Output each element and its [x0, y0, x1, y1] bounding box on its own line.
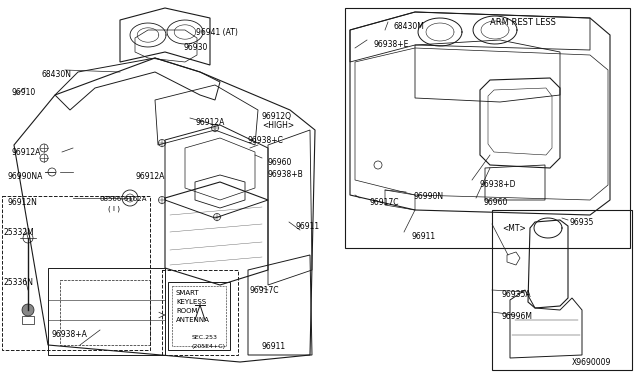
Text: 96938+C: 96938+C	[248, 136, 284, 145]
Text: 96912Q: 96912Q	[262, 112, 292, 121]
Text: 96935: 96935	[570, 218, 595, 227]
Bar	[345, 8, 630, 248]
Text: 68430M: 68430M	[394, 22, 425, 31]
Text: 96960: 96960	[268, 158, 292, 167]
Bar	[2, 196, 150, 350]
Text: ARM REST LESS: ARM REST LESS	[490, 18, 556, 27]
Text: 96911: 96911	[296, 222, 320, 231]
Text: ANTENNA: ANTENNA	[176, 317, 210, 323]
Text: 96912A: 96912A	[135, 172, 164, 181]
Text: 96910: 96910	[12, 88, 36, 97]
Text: 96912A: 96912A	[196, 118, 225, 127]
Text: 96930: 96930	[184, 43, 209, 52]
Bar	[162, 270, 238, 355]
Text: 96917C: 96917C	[250, 286, 280, 295]
Bar	[492, 210, 632, 370]
Text: 96935A: 96935A	[502, 290, 532, 299]
Text: 96917C: 96917C	[370, 198, 399, 207]
Text: KEYLESS: KEYLESS	[176, 299, 206, 305]
Text: 96990NA: 96990NA	[8, 172, 44, 181]
Text: 96938+B: 96938+B	[268, 170, 304, 179]
Text: ( I ): ( I )	[108, 205, 120, 212]
Text: 96912N: 96912N	[8, 198, 38, 207]
Text: ROOM: ROOM	[176, 308, 198, 314]
Text: 96938+A: 96938+A	[52, 330, 88, 339]
Text: 25336N: 25336N	[4, 278, 34, 287]
Text: 96938+E: 96938+E	[374, 40, 410, 49]
Text: 96911: 96911	[412, 232, 436, 241]
Text: 08566-6162A: 08566-6162A	[100, 196, 147, 202]
Text: (205E4+C): (205E4+C)	[192, 344, 226, 349]
Text: S: S	[128, 196, 132, 201]
Text: <MT>: <MT>	[502, 224, 525, 233]
Text: 96960: 96960	[484, 198, 508, 207]
Text: 96990N: 96990N	[414, 192, 444, 201]
Text: 96941 (AT): 96941 (AT)	[196, 28, 238, 37]
Text: SEC.253: SEC.253	[192, 335, 218, 340]
Circle shape	[22, 304, 34, 316]
Bar	[22, 316, 34, 324]
Text: 96996M: 96996M	[502, 312, 533, 321]
Text: 96911: 96911	[262, 342, 286, 351]
Text: 25332M: 25332M	[4, 228, 35, 237]
Text: 96912A: 96912A	[12, 148, 42, 157]
Text: 68430N: 68430N	[42, 70, 72, 79]
Text: SMART: SMART	[176, 290, 200, 296]
Text: 96938+D: 96938+D	[480, 180, 516, 189]
Text: X9690009: X9690009	[572, 358, 611, 367]
Text: <HIGH>: <HIGH>	[262, 121, 294, 130]
